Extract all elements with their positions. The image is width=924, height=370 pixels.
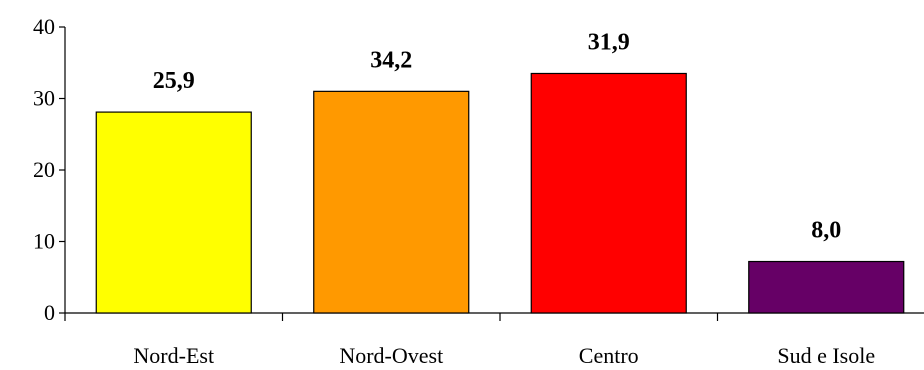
data-labels-group: 25,9 34,2 31,9 8,0 (153, 29, 842, 243)
category-label: Sud e Isole (777, 343, 875, 368)
bar-nord-ovest (313, 90, 470, 314)
category-labels-group: Nord-Est Nord-Ovest Centro Sud e Isole (133, 343, 875, 368)
y-tick-label: 10 (33, 229, 55, 254)
bar-nord-est (95, 111, 252, 314)
data-label: 8,0 (811, 218, 841, 244)
y-tick-label: 20 (33, 157, 55, 182)
y-tick-label: 40 (33, 14, 55, 39)
y-axis-ticks: 0 10 20 30 40 (33, 14, 65, 325)
data-label: 31,9 (588, 29, 630, 55)
bar-sud-e-isole (748, 260, 905, 314)
data-label: 25,9 (153, 68, 195, 94)
category-label: Centro (579, 343, 639, 368)
bar-centro (530, 72, 687, 314)
bars-group (95, 72, 905, 314)
category-label: Nord-Est (133, 343, 214, 368)
y-tick-label: 0 (44, 300, 55, 325)
y-tick-label: 30 (33, 86, 55, 111)
data-label: 34,2 (370, 47, 412, 73)
x-axis-ticks (64, 313, 719, 321)
category-label: Nord-Ovest (339, 343, 443, 368)
